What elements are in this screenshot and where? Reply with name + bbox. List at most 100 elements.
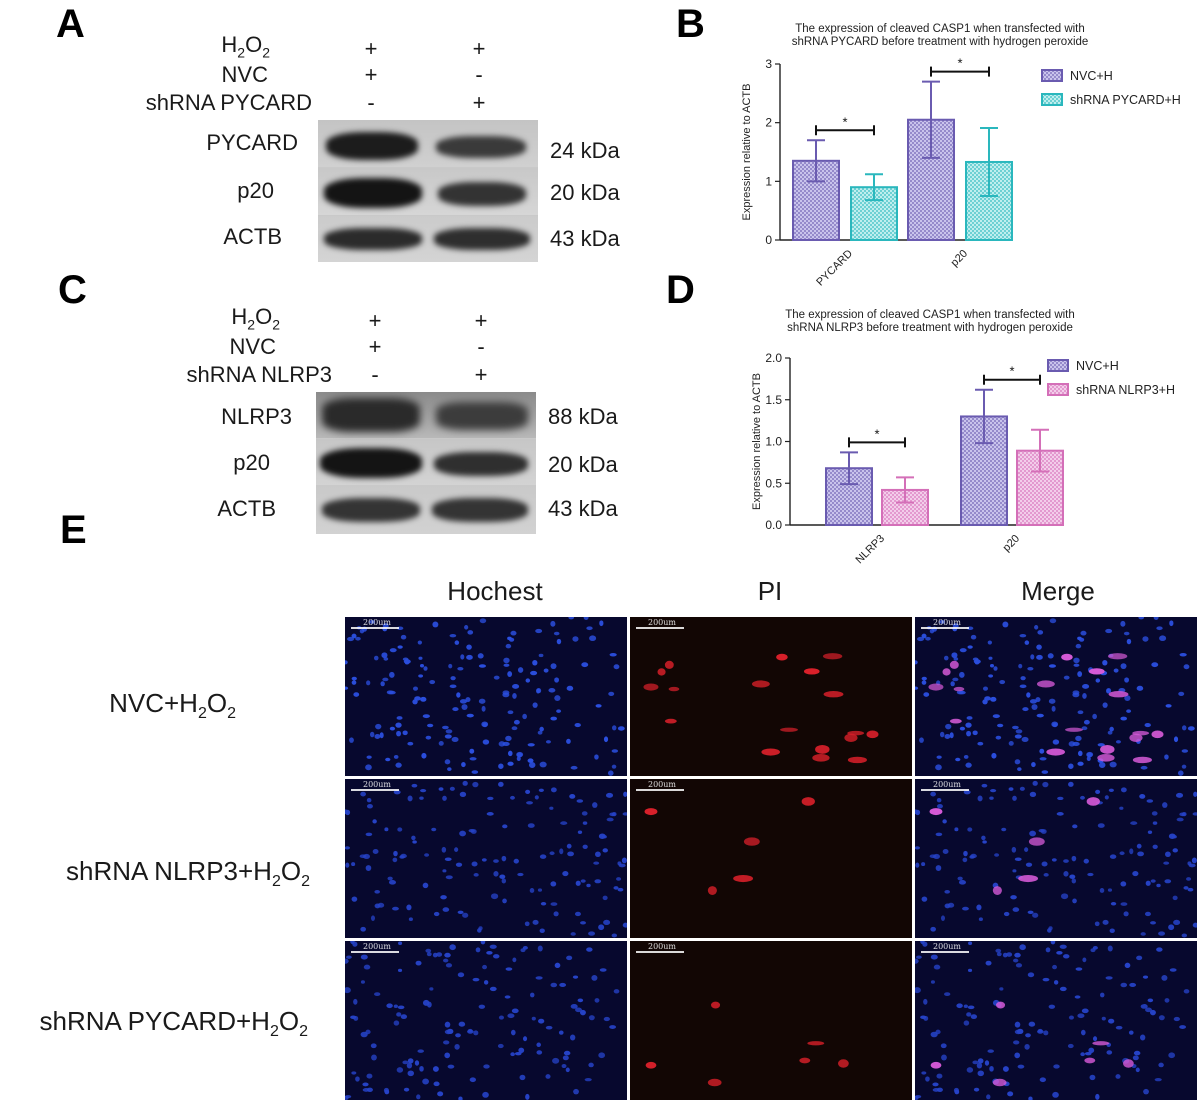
- kda-label-pycard: 24 kDa: [550, 138, 620, 163]
- x-tick-label-pycard: PYCARD: [814, 248, 855, 289]
- scale-bar: [636, 627, 684, 629]
- y-tick-label: 1.0: [765, 435, 782, 449]
- chart-title-line: shRNA NLRP3 before treatment with hydrog…: [787, 322, 1073, 334]
- cell-field: [643, 653, 879, 764]
- legend-swatch: [1047, 359, 1069, 372]
- y-tick-label: 3: [765, 57, 772, 71]
- column-title-merge: Merge: [1021, 576, 1095, 606]
- panel-letter-e: E: [60, 508, 87, 552]
- band-label-pycard: PYCARD: [206, 130, 298, 155]
- y-tick-label: 1.5: [765, 393, 782, 407]
- bar-chart-b: The expression of cleaved CASP1 when tra…: [741, 23, 1181, 289]
- sign-c-shrna-lane2: +: [474, 362, 488, 387]
- scale-bar-label: 200um: [933, 942, 962, 951]
- scale-bar-label: 200um: [363, 618, 392, 627]
- microscopy-grid: 200um 200um 200um 200um 200um 200um 200um 200um…: [345, 617, 1197, 1100]
- row-title-shrna-nlrp3-h2o2: shRNA NLRP3+H2O2: [66, 856, 310, 891]
- sign-a-nvc-lane2: -: [475, 62, 483, 87]
- western-blot-c: [316, 392, 536, 534]
- legend-label: NVC+H: [1070, 69, 1113, 83]
- kda-label-actb-a: 43 kDa: [550, 226, 620, 251]
- sign-c-h2o2-lane1: +: [368, 308, 382, 333]
- scale-bar: [351, 951, 399, 953]
- column-title-pi: PI: [757, 576, 783, 606]
- micrograph-shrna-nlrp3-pi: 200um: [630, 779, 912, 938]
- cell-field: [345, 780, 627, 938]
- scale-bar: [921, 951, 969, 953]
- cell-field: [345, 617, 625, 776]
- kda-label-p20-c: 20 kDa: [548, 452, 618, 477]
- condition-label-nvc-c: NVC: [229, 334, 276, 359]
- legend-swatch: [1041, 93, 1063, 106]
- micrograph-shrna-nlrp3-merge: 200um: [915, 779, 1197, 938]
- legend-label: NVC+H: [1076, 359, 1119, 373]
- scale-bar: [636, 789, 684, 791]
- micrograph-nvc-hochest: 200um: [345, 617, 627, 776]
- micrograph-shrna-pycard-hochest: 200um: [345, 941, 627, 1100]
- sign-c-nvc-lane2: -: [477, 334, 485, 359]
- scale-bar: [921, 789, 969, 791]
- band-label-actb-c: ACTB: [217, 496, 276, 521]
- sign-a-nvc-lane1: +: [364, 62, 378, 87]
- micrograph-nvc-merge: 200um: [915, 617, 1197, 776]
- scale-bar-label: 200um: [363, 780, 392, 789]
- y-tick-label: 1: [765, 174, 772, 188]
- western-blot-a: [318, 120, 538, 262]
- band-label-p20-c: p20: [233, 450, 270, 475]
- y-tick-label: 2.0: [765, 351, 782, 365]
- sign-a-shrna-lane2: +: [472, 90, 486, 115]
- cell-field: [645, 1001, 849, 1087]
- kda-label-actb-c: 43 kDa: [548, 496, 618, 521]
- significance-star: *: [874, 426, 879, 441]
- row-title-shrna-pycard-h2o2: shRNA PYCARD+H2O2: [39, 1006, 308, 1041]
- band-label-nlrp3: NLRP3: [221, 404, 292, 429]
- micrograph-nvc-pi: 200um: [630, 617, 912, 776]
- sign-c-shrna-lane1: -: [371, 362, 379, 387]
- cell-field: [915, 617, 1195, 776]
- micrograph-shrna-nlrp3-hochest: 200um: [345, 779, 627, 938]
- y-tick-label: 2: [765, 116, 772, 130]
- condition-label-h2o2-c: H2O2: [231, 304, 280, 333]
- cell-field: [915, 941, 1190, 1100]
- legend-swatch: [1047, 383, 1069, 396]
- panel-letter-d: D: [666, 268, 695, 312]
- micrograph-shrna-pycard-merge: 200um: [915, 941, 1197, 1100]
- sign-a-shrna-lane1: -: [367, 90, 375, 115]
- chart-title-line: The expression of cleaved CASP1 when tra…: [795, 23, 1085, 35]
- chart-title-line: The expression of cleaved CASP1 when tra…: [785, 309, 1075, 321]
- significance-star: *: [842, 114, 847, 129]
- band-label-p20-a: p20: [237, 178, 274, 203]
- scale-bar-label: 200um: [648, 780, 677, 789]
- panel-letter-c: C: [58, 268, 87, 312]
- scale-bar: [351, 789, 399, 791]
- band-label-actb-a: ACTB: [223, 224, 282, 249]
- kda-label-nlrp3: 88 kDa: [548, 404, 618, 429]
- condition-label-shrna-pycard: shRNA PYCARD: [145, 90, 312, 115]
- micrograph-shrna-pycard-pi: 200um: [630, 941, 912, 1100]
- condition-label-nvc-a: NVC: [221, 62, 268, 87]
- legend-label: shRNA PYCARD+H: [1070, 93, 1181, 107]
- panel-letter-b: B: [676, 2, 705, 46]
- scale-bar-label: 200um: [648, 618, 677, 627]
- y-tick-label: 0: [765, 233, 772, 247]
- legend-label: shRNA NLRP3+H: [1076, 383, 1175, 397]
- condition-label-h2o2-a: H2O2: [221, 32, 270, 61]
- y-tick-label: 0.5: [765, 476, 782, 490]
- column-title-hochest: Hochest: [447, 576, 543, 606]
- scale-bar: [351, 627, 399, 629]
- cell-field: [644, 797, 815, 895]
- scale-bar: [636, 951, 684, 953]
- scale-bar: [921, 627, 969, 629]
- chart-title-line: shRNA PYCARD before treatment with hydro…: [792, 36, 1089, 48]
- significance-star: *: [1009, 364, 1014, 379]
- row-title-nvc-h2o2: NVC+H2O2: [109, 688, 236, 723]
- sign-a-h2o2-lane2: +: [472, 36, 486, 61]
- y-tick-label: 0.0: [765, 518, 782, 532]
- sign-a-h2o2-lane1: +: [364, 36, 378, 61]
- scale-bar-label: 200um: [933, 780, 962, 789]
- bar-chart-d: The expression of cleaved CASP1 when tra…: [751, 309, 1175, 566]
- scale-bar-label: 200um: [363, 942, 392, 951]
- y-axis-label: Expression relative to ACTB: [751, 373, 763, 510]
- scale-bar-label: 200um: [648, 942, 677, 951]
- kda-label-p20-a: 20 kDa: [550, 180, 620, 205]
